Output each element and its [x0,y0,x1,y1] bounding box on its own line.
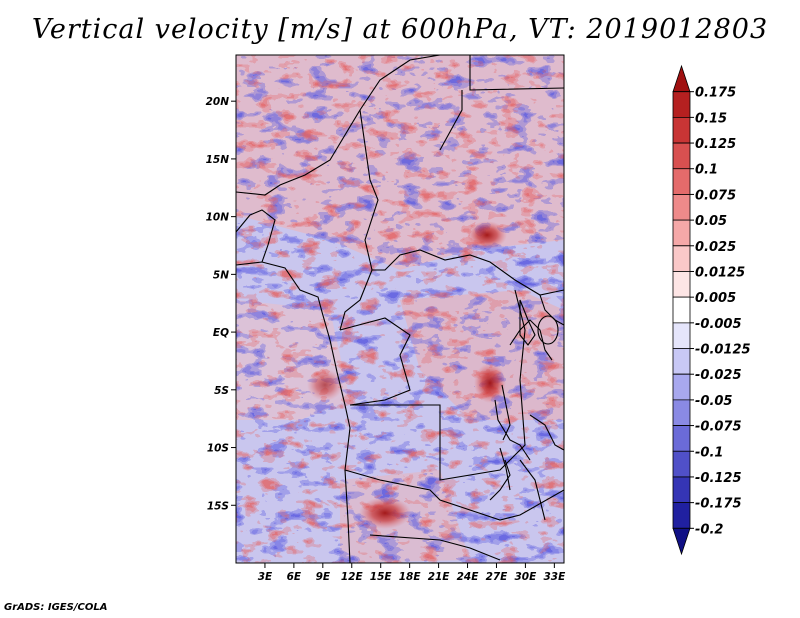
colorbar-swatch [672,322,691,349]
colorbar-swatch [672,91,691,118]
colorbar-swatch [672,296,691,324]
lon-tick-label: 21E [428,571,451,583]
colorbar-label: 0.005 [695,291,736,306]
map-frame [235,54,565,564]
lat-axis: 20N 15N 10N 5N EQ 5S 10S 15S [206,96,236,512]
grads-credit: GrADS: IGES/COLA [4,602,108,613]
colorbar: 0.175 0.15 0.125 0.1 0.075 0.05 0.025 0.0125 0.0… [672,64,751,556]
colorbar-label: 0.15 [695,111,727,126]
colorbar-swatch [672,219,691,247]
lat-tick-label: 10S [207,443,229,455]
lat-tick-label: EQ [213,327,229,339]
lat-tick-label: 15S [207,500,229,512]
colorbar-label: 0.075 [695,188,736,203]
coastlines-borders [236,55,564,563]
colorbar-label: -0.05 [695,394,732,409]
colorbar-swatch [672,399,691,426]
lon-tick-label: 3E [258,571,273,583]
lat-tick-label: 15N [206,154,230,166]
lon-tick-label: 33E [543,571,566,583]
lon-tick-label: 15E [370,571,393,583]
lat-tick-label: 20N [206,96,230,108]
colorbar-swatch [672,502,691,529]
colorbar-label: 0.1 [695,163,718,178]
lakes [499,299,559,491]
colorbar-label: -0.175 [695,497,742,512]
lon-tick-label: 18E [399,571,422,583]
colorbar-swatch [672,476,691,504]
lat-tick-label: 10N [206,212,230,224]
colorbar-label: 0.05 [695,214,727,229]
colorbar-swatch [672,245,691,272]
colorbar-swatch [672,450,691,478]
colorbar-swatch [672,194,691,221]
updraft-hotspots [307,221,507,529]
colorbar-swatch [672,373,691,401]
colorbar-label: -0.005 [695,317,742,332]
lon-tick-label: 6E [287,571,302,583]
colorbar-swatch [672,271,691,298]
colorbar-label: 0.025 [695,240,736,255]
lon-tick-label: 30E [515,571,538,583]
lon-tick-label: 24E [457,571,480,583]
colorbar-label: 0.125 [695,137,736,152]
colorbar-label: 0.175 [695,86,736,101]
colorbar-label: -0.025 [695,368,742,383]
lon-tick-label: 9E [316,571,331,583]
colorbar-label: -0.0125 [695,343,751,358]
colorbar-swatch [672,527,691,556]
colorbar-label: -0.075 [695,420,742,435]
colorbar-swatch [672,168,691,195]
colorbar-swatch [672,116,691,144]
lon-tick-label: 12E [341,571,364,583]
lat-tick-label: 5S [214,385,229,397]
colorbar-label: -0.1 [695,445,723,460]
plot-title: Vertical velocity [m/s] at 600hPa, VT: 2… [31,14,769,45]
lon-axis: 3E 6E 9E 12E 15E 18E 21E 24E 27E 30E 33E [258,563,566,583]
colorbar-label: -0.125 [695,471,742,486]
lon-tick-label: 27E [486,571,509,583]
colorbar-swatch [672,142,691,170]
colorbar-label: -0.2 [695,522,723,537]
colorbar-swatch [672,425,691,452]
velocity-field [236,55,564,563]
colorbar-swatch [672,64,691,93]
lat-tick-label: 5N [213,269,229,281]
colorbar-swatch [672,348,691,375]
colorbar-label: 0.0125 [695,265,745,280]
